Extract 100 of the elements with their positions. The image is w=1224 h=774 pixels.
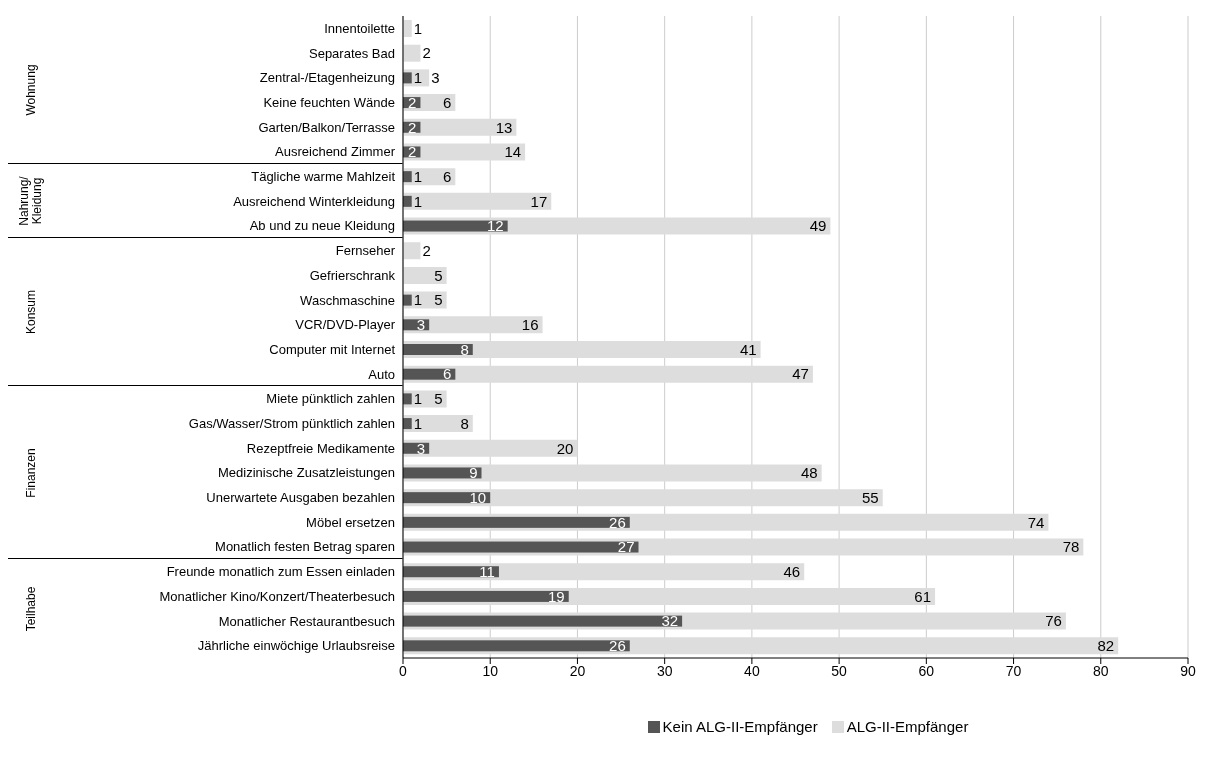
y-tick-label: Separates Bad xyxy=(308,45,395,61)
y-tick-label: VCR/DVD-Player xyxy=(295,317,396,333)
data-label: 5 xyxy=(434,390,443,408)
y-tick-label: Keine feuchten Wände xyxy=(263,95,395,111)
bar xyxy=(403,615,683,627)
y-tick-label: Innentoilette xyxy=(324,20,395,36)
data-label: 82 xyxy=(1097,637,1115,655)
x-tick-label: 20 xyxy=(569,662,586,679)
data-label: 1 xyxy=(413,291,423,309)
bar xyxy=(403,541,639,553)
y-tick-label: Monatlich festen Betrag sparen xyxy=(215,539,395,555)
data-label: 3 xyxy=(431,69,440,87)
data-label: 2 xyxy=(408,143,417,161)
data-label: 46 xyxy=(783,562,801,580)
y-tick-label: Gas/Wasser/Strom pünktlich zahlen xyxy=(188,416,395,432)
data-label: 49 xyxy=(809,217,827,235)
legend-label: ALG-II-Empfänger xyxy=(845,718,969,735)
data-label: 5 xyxy=(434,266,443,284)
y-tick-label: Jährliche einwöchige Urlaubsreise xyxy=(197,638,395,654)
bar xyxy=(403,220,508,232)
x-tick-label: 0 xyxy=(399,662,408,679)
bar xyxy=(403,365,813,383)
data-label: 1 xyxy=(413,414,423,432)
data-label: 6 xyxy=(442,167,452,185)
data-label: 14 xyxy=(504,143,522,161)
data-label: 2 xyxy=(408,93,417,111)
data-label: 2 xyxy=(408,118,417,136)
y-tick-label: Zentral-/Etagenheizung xyxy=(259,70,395,86)
text: Wohnung xyxy=(23,63,37,118)
y-tick-label: Garten/Balkon/Terrasse xyxy=(258,119,395,135)
y-tick-label: Ausreichend Zimmer xyxy=(275,144,396,160)
y-tick-label: Medizinische Zusatzleistungen xyxy=(217,465,395,481)
bar xyxy=(403,492,491,504)
x-tick-label: 10 xyxy=(482,662,499,679)
x-tick-label: 70 xyxy=(1005,662,1022,679)
data-label: 10 xyxy=(469,488,487,506)
data-label: 2 xyxy=(422,44,431,62)
y-tick-label: Waschmaschine xyxy=(300,292,395,308)
bar xyxy=(403,566,499,578)
data-label: 12 xyxy=(486,217,504,235)
data-label: 5 xyxy=(434,291,443,309)
data-label: 20 xyxy=(556,439,574,457)
y-tick-label: Gefrierschrank xyxy=(309,267,396,283)
legend-label: Kein ALG-II-Empfänger xyxy=(661,718,818,735)
text: Nahrung/ Kleidung xyxy=(16,175,44,228)
data-label: 8 xyxy=(460,340,469,358)
data-label: 1 xyxy=(413,167,423,185)
y-tick-label: Monatlicher Restaurantbesuch xyxy=(218,613,395,629)
bar xyxy=(403,590,569,602)
y-tick-label: Rezeptfreie Medikamente xyxy=(246,440,395,456)
data-label: 41 xyxy=(739,340,757,358)
bar xyxy=(403,393,412,405)
data-label: 3 xyxy=(416,439,426,457)
data-label: 76 xyxy=(1045,612,1062,630)
y-tick-label: Tägliche warme Mahlzeit xyxy=(251,169,396,185)
bar xyxy=(403,516,630,528)
bar xyxy=(403,44,421,62)
bar xyxy=(403,143,526,161)
data-label: 26 xyxy=(609,513,626,531)
data-label: 55 xyxy=(862,488,879,506)
data-label: 1 xyxy=(413,19,423,37)
data-label: 48 xyxy=(800,464,818,482)
bar xyxy=(403,294,412,306)
text: Teilhabe xyxy=(23,585,37,633)
bar xyxy=(403,195,412,207)
data-label: 11 xyxy=(479,562,495,580)
data-label: 1 xyxy=(413,69,423,87)
data-label: 16 xyxy=(521,316,539,334)
bar xyxy=(403,192,552,210)
data-label: 2 xyxy=(422,241,431,259)
y-tick-label: Auto xyxy=(368,366,395,382)
y-tick-label: Ab und zu neue Kleidung xyxy=(249,218,395,234)
y-tick-label: Unerwartete Ausgaben bezahlen xyxy=(206,490,395,506)
y-tick-label: Monatlicher Kino/Konzert/Theaterbesuch xyxy=(159,588,395,604)
bar xyxy=(403,242,421,260)
text: Konsum xyxy=(23,289,37,337)
y-tick-label: Möbel ersetzen xyxy=(306,514,395,530)
bar xyxy=(403,344,473,355)
y-tick-label: Ausreichend Winterkleidung xyxy=(233,193,395,209)
bar xyxy=(403,171,412,183)
y-tick-label: Computer mit Internet xyxy=(269,341,396,357)
text: Finanzen xyxy=(23,447,37,500)
x-tick-label: 50 xyxy=(831,662,848,679)
data-label: 32 xyxy=(661,612,679,630)
x-tick-label: 30 xyxy=(656,662,673,679)
data-label: 78 xyxy=(1062,538,1080,556)
data-label: 1 xyxy=(413,390,423,408)
bar xyxy=(403,640,630,652)
data-label: 61 xyxy=(914,587,932,605)
data-label: 26 xyxy=(609,637,626,655)
bar xyxy=(403,72,412,84)
data-label: 17 xyxy=(530,192,548,210)
data-label: 74 xyxy=(1027,513,1045,531)
bar xyxy=(403,266,447,284)
data-label: 27 xyxy=(617,538,635,556)
data-label: 6 xyxy=(442,365,452,383)
data-label: 6 xyxy=(442,93,452,111)
bar xyxy=(403,439,578,457)
x-tick-label: 80 xyxy=(1092,662,1109,679)
data-label: 8 xyxy=(460,414,469,432)
